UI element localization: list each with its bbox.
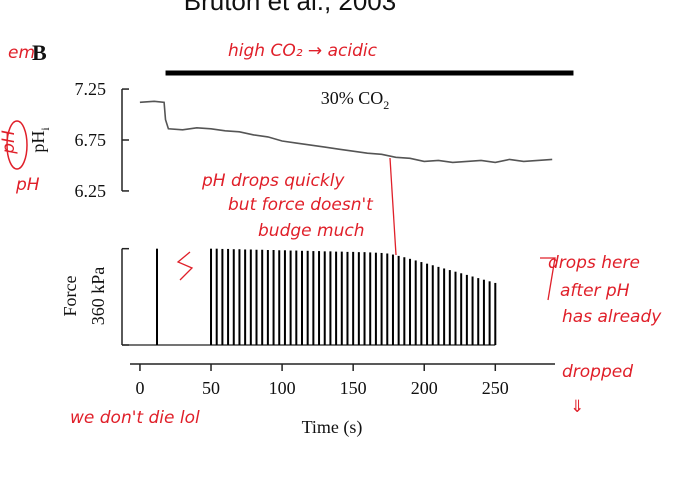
force-bar [210,248,213,345]
force-bar [244,249,247,345]
note: dropped [562,362,633,382]
y-tick-label: 7.25 [75,79,107,99]
force-bar [156,248,159,345]
force-bar [420,262,423,345]
force-bar [232,249,235,345]
force-bar [397,255,400,345]
x-tick-label: 50 [202,378,220,398]
subscript: 2 [383,98,389,112]
note: has already [562,307,662,327]
note: drops here [548,253,640,273]
force-bar [238,249,241,345]
note: high CO₂ → acidic [228,41,378,61]
force-bar [278,250,281,345]
note-circle [6,120,28,170]
x-axis-label: Time (s) [302,417,363,438]
force-bar [323,251,326,345]
force-bar [460,273,463,345]
y-axis-label: Force [60,275,80,316]
note: after pH [560,281,630,301]
force-bar [340,251,343,345]
force-bar [227,248,230,345]
force-bar [329,251,332,345]
force-bar [391,254,394,345]
force-bar [471,276,474,345]
force-bar [249,249,252,345]
note: ⇓ [570,397,584,417]
force-bar [448,270,451,345]
force-bar [266,250,269,345]
note-arrow [176,251,194,281]
force-bar [335,251,338,345]
panel-label: B [32,40,47,65]
force-bar [374,252,377,345]
force-bar [369,252,372,345]
source-title: Bruton et al., 2003 [184,0,396,16]
force-bar [482,279,485,345]
x-tick-label: 100 [269,378,296,398]
co2-label-main: 30% CO [321,88,384,108]
force-bar [352,251,355,345]
force-bar [386,253,389,345]
force-bar [477,278,480,345]
note-pointer [389,157,397,256]
force-bar [443,268,446,345]
x-tick-label: 150 [340,378,367,398]
force-bar [409,258,412,345]
force-bar [488,281,491,345]
force-bar [221,248,224,345]
note: budge much [258,221,364,241]
force-bar [312,251,315,345]
note: pH [15,175,40,195]
ph-line [139,100,553,164]
force-bar [306,250,309,345]
force-bar [431,265,434,345]
y-axis-label: pHi [28,127,52,153]
co2-label: 30% CO2 [321,88,390,112]
force-bar [414,260,417,345]
y-axis-label-main: pH [28,131,48,153]
y-tick-label: 6.75 [75,130,107,150]
x-tick-label: 250 [482,378,509,398]
subscript: i [38,127,52,131]
force-bar [300,250,303,345]
x-tick-label: 200 [411,378,438,398]
y-tick-label: 6.25 [75,181,107,201]
x-tick-label: 0 [135,378,144,398]
note: pH drops quickly [201,171,345,191]
note: pH [0,130,19,155]
force-bar [363,252,366,345]
note-arrow [540,257,556,301]
scale-bar-label: 360 kPa [88,267,108,326]
force-bar [437,266,440,345]
note: but force doesn't [228,195,374,215]
note: em [8,43,35,63]
force-bar [465,274,468,345]
force-bar [272,250,275,345]
force-bar [346,251,349,345]
force-bar [357,252,360,345]
force-bar [283,250,286,345]
force-bar [289,250,292,345]
force-bar [261,249,264,345]
force-bar [494,282,497,345]
force-bar [318,251,321,345]
note: we don't die lol [70,408,200,428]
force-bar [295,250,298,345]
force-bar [454,271,457,345]
force-bar [255,249,258,345]
force-bar [380,252,383,345]
force-bar [426,263,429,345]
force-bar [215,248,218,345]
force-bar [403,257,406,345]
